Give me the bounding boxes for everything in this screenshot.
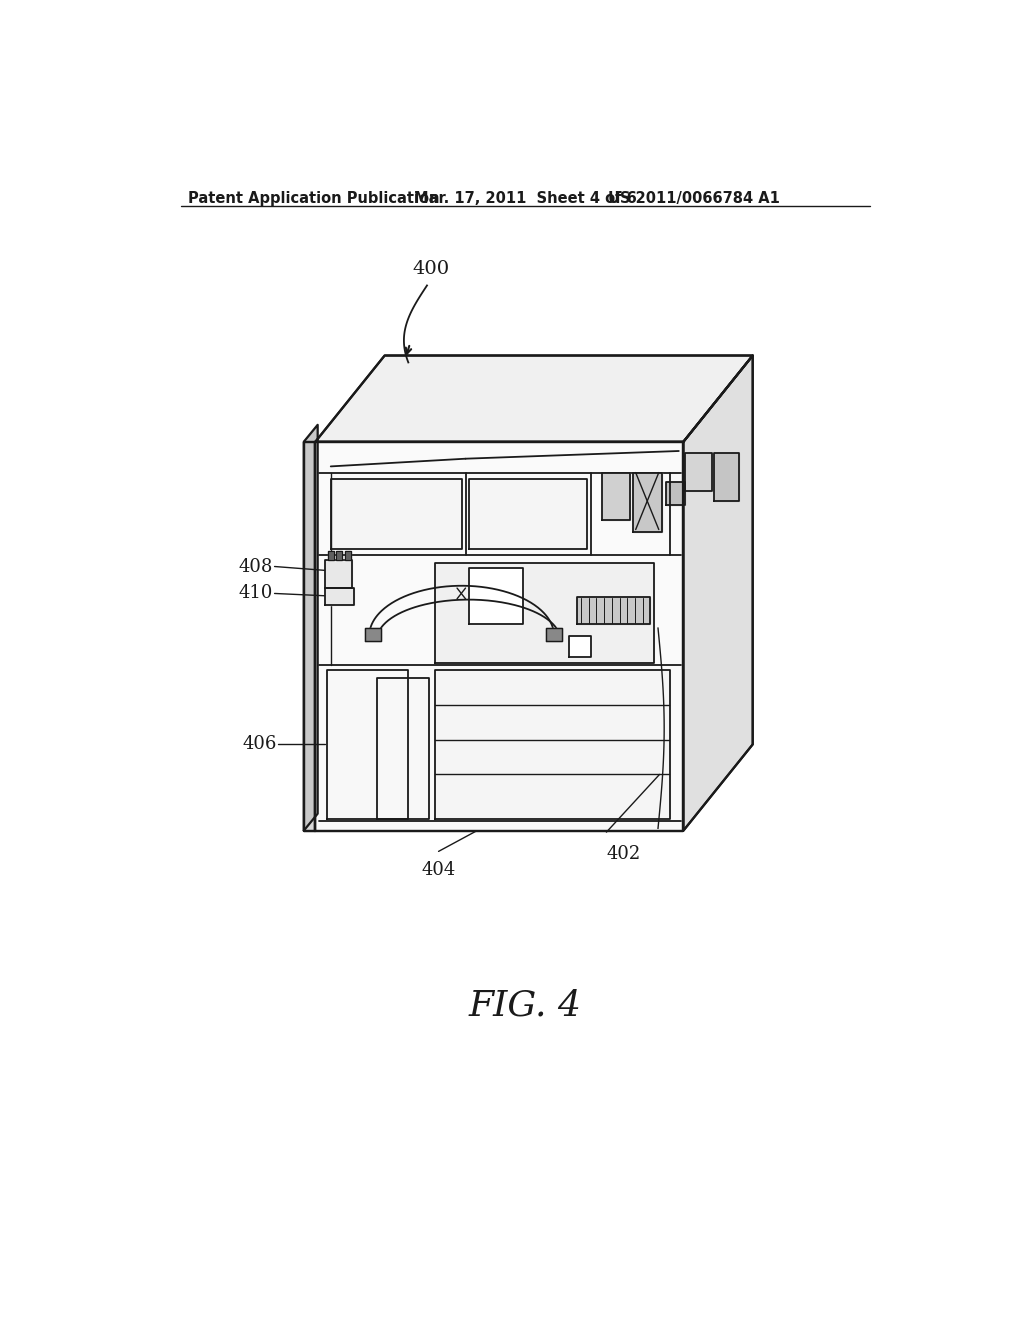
Polygon shape [304, 425, 317, 830]
Polygon shape [685, 453, 712, 491]
Polygon shape [377, 678, 429, 818]
Polygon shape [325, 561, 352, 589]
Polygon shape [315, 355, 753, 442]
Polygon shape [345, 552, 351, 560]
Polygon shape [325, 589, 354, 605]
Polygon shape [327, 671, 408, 818]
Polygon shape [547, 628, 562, 642]
Polygon shape [435, 562, 654, 663]
Polygon shape [331, 479, 462, 549]
Polygon shape [714, 453, 739, 502]
Text: Mar. 17, 2011  Sheet 4 of 6: Mar. 17, 2011 Sheet 4 of 6 [414, 191, 637, 206]
Text: 406: 406 [243, 735, 276, 752]
Polygon shape [602, 473, 630, 520]
Polygon shape [666, 482, 685, 506]
Polygon shape [569, 636, 591, 657]
Text: 404: 404 [422, 861, 456, 879]
Text: US 2011/0066784 A1: US 2011/0066784 A1 [608, 191, 780, 206]
Text: 400: 400 [413, 260, 450, 277]
Polygon shape [578, 598, 650, 624]
Polygon shape [633, 473, 662, 532]
Text: FIG. 4: FIG. 4 [468, 989, 582, 1023]
Polygon shape [435, 671, 670, 818]
Polygon shape [336, 552, 342, 560]
Polygon shape [469, 568, 523, 624]
Text: 402: 402 [606, 845, 641, 863]
Polygon shape [328, 552, 334, 560]
Text: 410: 410 [239, 585, 273, 602]
Polygon shape [683, 355, 753, 830]
Polygon shape [304, 442, 315, 830]
Polygon shape [469, 479, 587, 549]
Text: Patent Application Publication: Patent Application Publication [188, 191, 440, 206]
Text: 408: 408 [239, 557, 273, 576]
Polygon shape [315, 442, 683, 830]
Polygon shape [366, 628, 381, 642]
